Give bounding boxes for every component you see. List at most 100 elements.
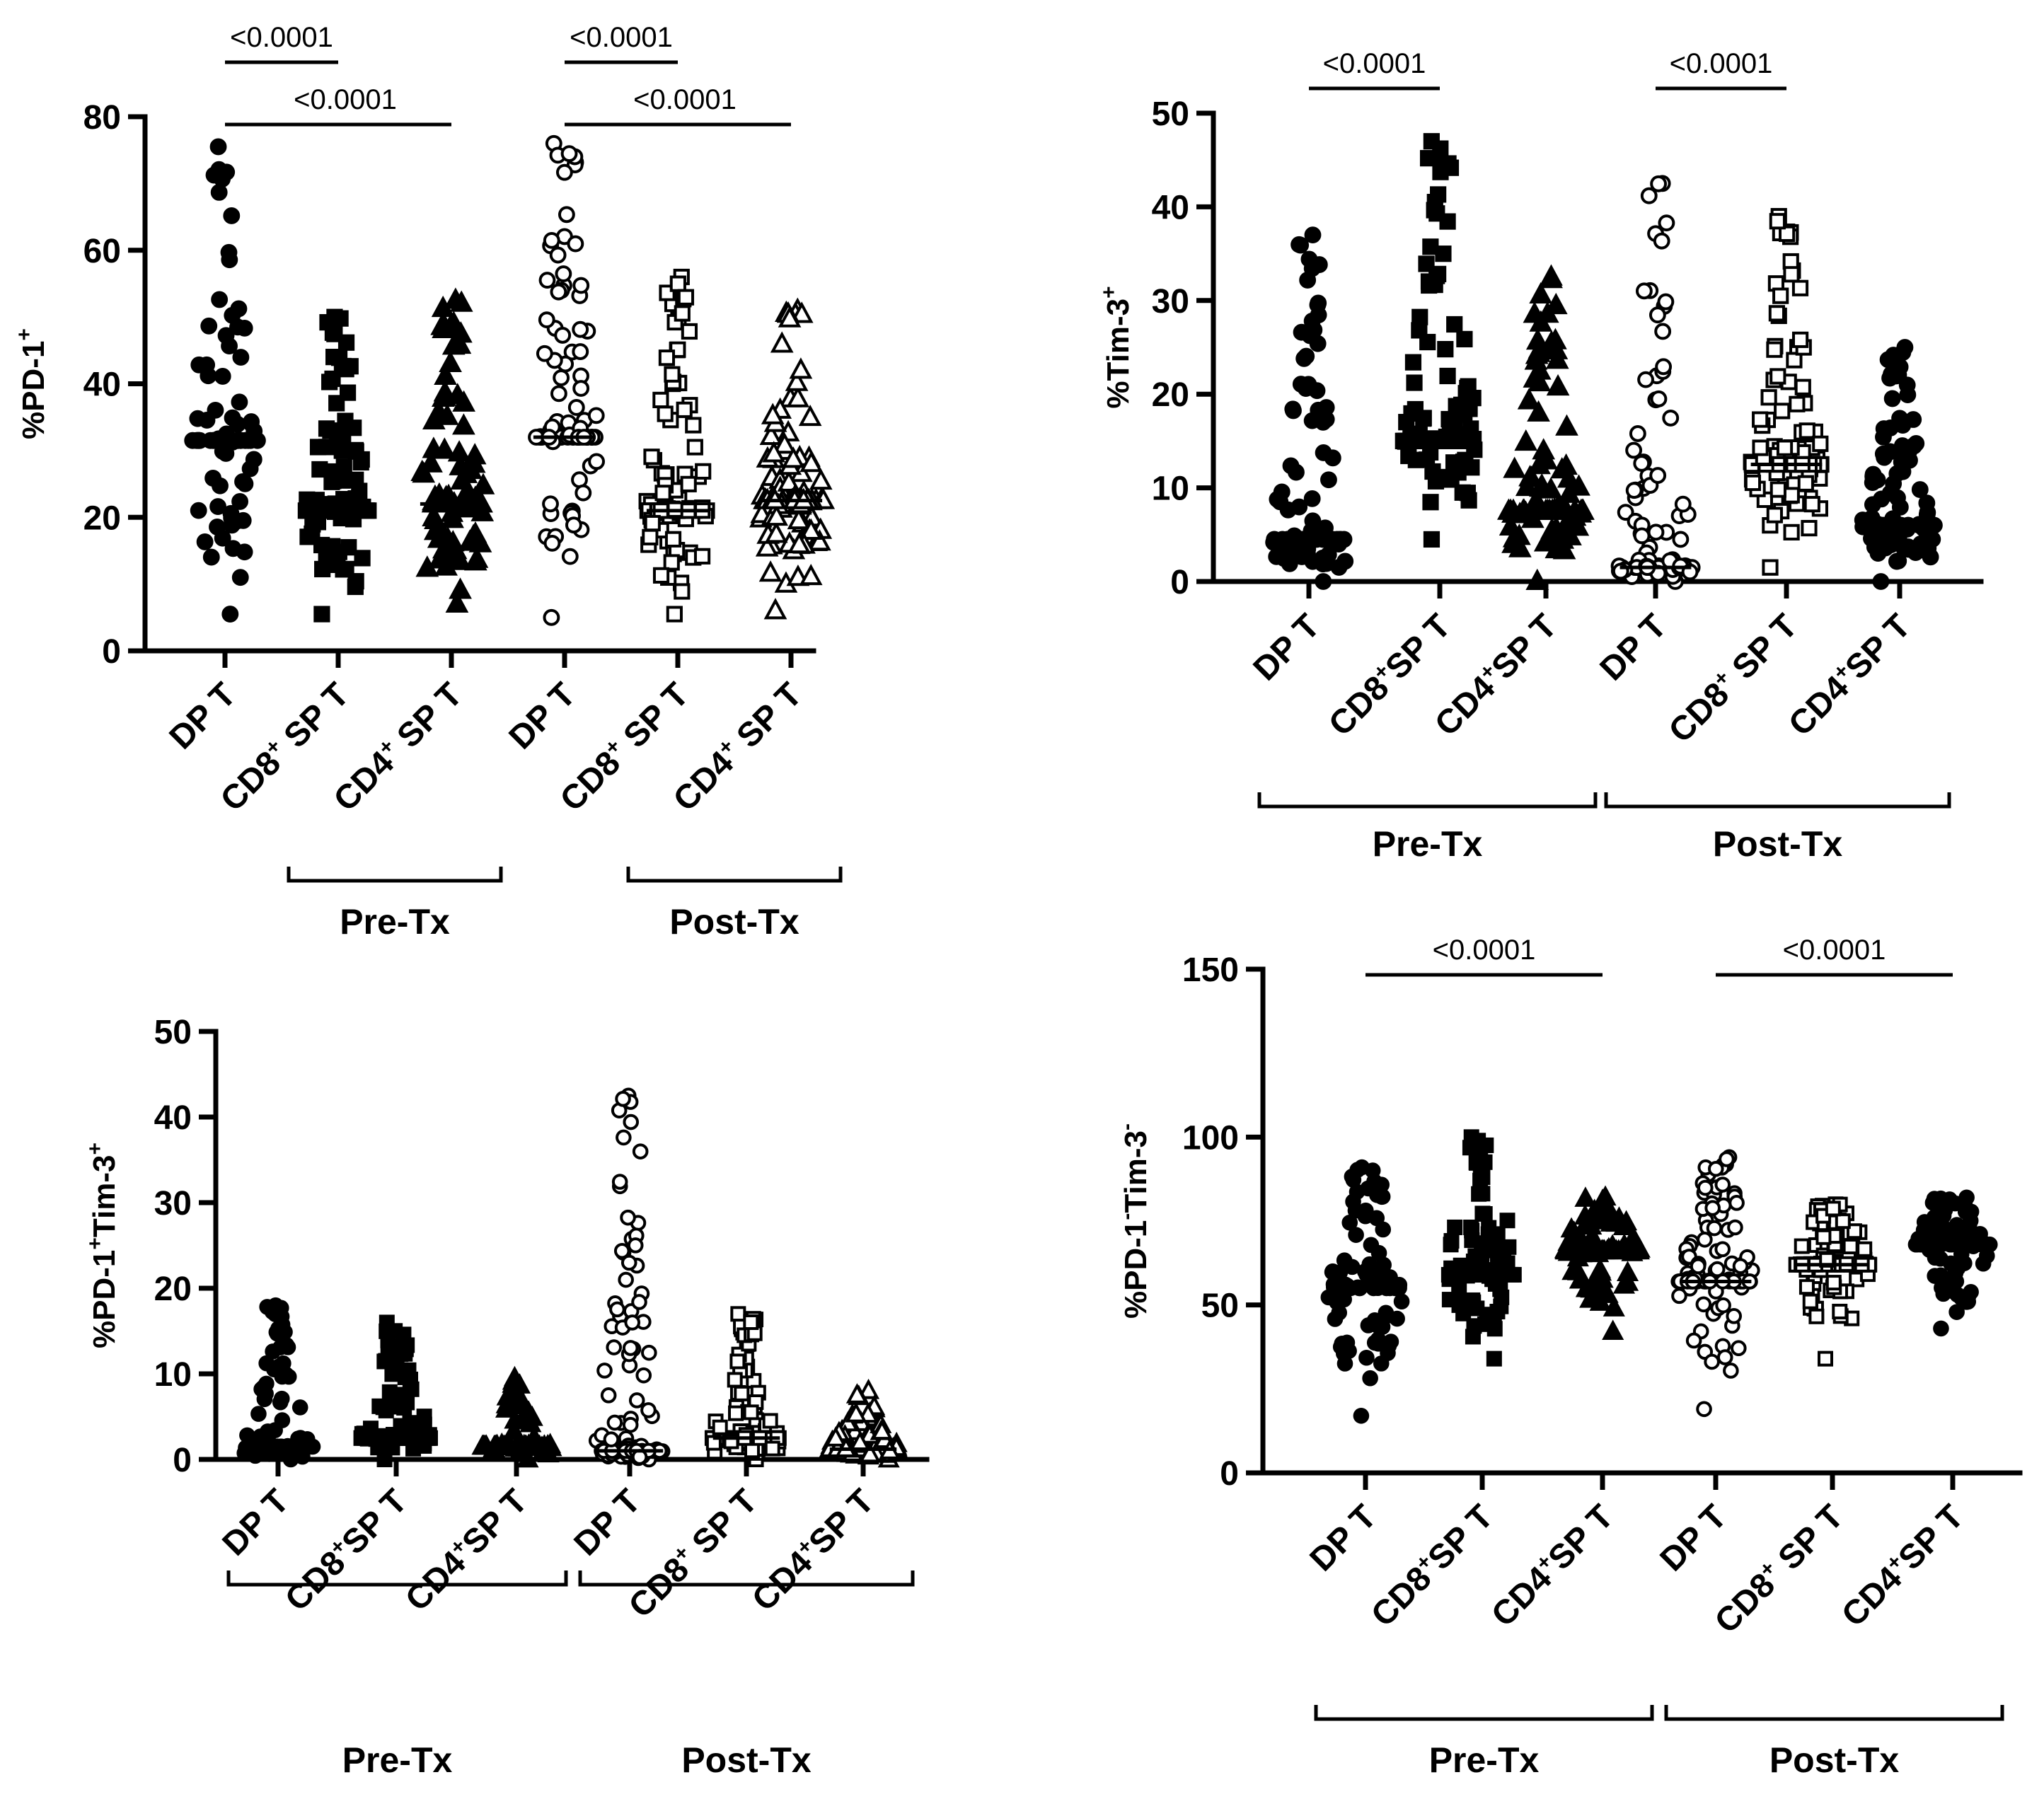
data-point [1704, 1353, 1720, 1370]
data-point [337, 412, 354, 429]
data-point [641, 1344, 657, 1361]
data-point [324, 370, 341, 388]
data-point [561, 548, 579, 565]
data-point [664, 531, 682, 548]
data-point [420, 451, 443, 473]
data-point [1324, 449, 1341, 467]
y-tick-label: 20 [154, 1271, 192, 1308]
data-point [1772, 287, 1789, 304]
data-point [247, 1447, 264, 1464]
data-point [1706, 1220, 1723, 1237]
y-tick-label: 60 [83, 233, 121, 270]
data-point [1603, 1296, 1625, 1317]
data-point [1697, 1231, 1713, 1248]
data-point [808, 529, 831, 551]
data-point [347, 578, 364, 596]
data-point [1298, 347, 1315, 365]
data-point [1530, 473, 1554, 495]
data-point [1905, 411, 1922, 428]
data-point [632, 1143, 649, 1159]
data-point [1970, 1227, 1987, 1243]
data-point [1555, 414, 1578, 436]
data-point [1655, 358, 1673, 376]
data-point [1499, 1213, 1515, 1229]
data-point [1477, 1154, 1493, 1170]
data-point [1798, 1279, 1815, 1295]
data-point [1285, 402, 1302, 420]
data-point [1776, 439, 1794, 456]
data-point [1358, 1349, 1375, 1366]
data-point [1633, 527, 1651, 545]
data-point [674, 583, 691, 600]
data-point [1760, 389, 1777, 406]
data-point [1419, 150, 1437, 167]
data-point [200, 317, 218, 335]
data-point [1353, 1408, 1370, 1424]
y-tick-label: 30 [1152, 283, 1189, 320]
data-point [314, 560, 331, 578]
data-point [643, 449, 660, 465]
data-point [572, 320, 589, 338]
data-point [1471, 1186, 1487, 1202]
data-point [727, 1372, 743, 1388]
data-point [609, 1301, 625, 1318]
data-point [555, 265, 572, 283]
data-point [600, 1387, 617, 1404]
category-label: CD4+SP T [398, 1481, 535, 1619]
data-point [728, 1405, 744, 1421]
data-point [340, 539, 357, 556]
data-point [1798, 422, 1815, 439]
data-point [1393, 1293, 1410, 1310]
data-point [1456, 330, 1473, 347]
data-point [543, 534, 561, 552]
data-point [333, 442, 350, 459]
data-point [1460, 492, 1477, 509]
data-point [1546, 374, 1570, 396]
data-point [1329, 1294, 1345, 1311]
data-point [1581, 1227, 1604, 1248]
data-point [1440, 410, 1457, 428]
data-point [663, 554, 680, 571]
data-point [858, 1442, 882, 1463]
data-point [809, 468, 833, 490]
data-point [764, 521, 788, 543]
data-point [1447, 1219, 1463, 1235]
data-point [1832, 1303, 1848, 1319]
data-point [543, 608, 560, 626]
data-point [1653, 232, 1670, 250]
category-points [353, 1314, 438, 1467]
data-point [770, 331, 794, 353]
data-point [1905, 437, 1923, 455]
data-point [209, 138, 227, 156]
data-point [611, 1174, 628, 1190]
category-points [184, 138, 266, 623]
data-point [1464, 1222, 1480, 1239]
y-tick-label: 0 [1170, 564, 1189, 601]
data-point [1398, 414, 1415, 431]
data-point [1268, 548, 1286, 565]
category-points [819, 1378, 908, 1468]
data-point [1797, 475, 1814, 492]
data-point [1310, 256, 1328, 274]
group-label: Post-Tx [1713, 824, 1843, 864]
data-point [274, 1412, 291, 1428]
data-point [258, 1385, 274, 1402]
data-point [325, 463, 342, 480]
data-point [606, 1414, 623, 1431]
y-axis-label: %PD-1+Tim-3+ [83, 1143, 122, 1348]
data-point [567, 399, 585, 416]
data-point [231, 569, 249, 586]
data-point [680, 475, 697, 492]
data-point [388, 1338, 405, 1355]
data-point [644, 514, 661, 532]
y-tick-label: 40 [154, 1099, 192, 1137]
data-point [542, 495, 559, 513]
data-point [845, 1401, 867, 1423]
data-point [1535, 301, 1559, 323]
data-point [1769, 481, 1786, 498]
data-point [1375, 1221, 1392, 1238]
